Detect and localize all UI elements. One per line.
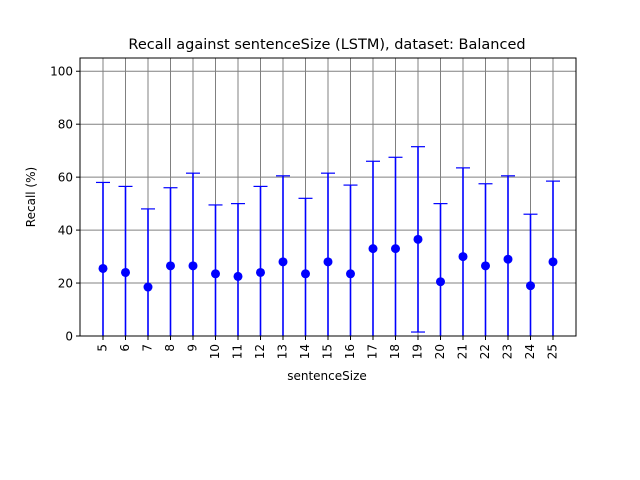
- x-tick-label: 13: [276, 344, 290, 359]
- data-point: [143, 282, 153, 292]
- data-point: [98, 263, 108, 273]
- data-point: [481, 261, 490, 271]
- y-tick-label: 80: [58, 118, 73, 132]
- x-tick-label: 14: [298, 344, 312, 359]
- data-point: [211, 269, 220, 279]
- data-point: [233, 271, 243, 281]
- x-tick-label: 11: [231, 344, 245, 359]
- x-axis-ticks: 5 6 7 8 9 10 11 12 13 14 15 16 17 18 19 20 21 22 23 24 25: [96, 336, 560, 359]
- x-tick-label: 9: [186, 344, 200, 352]
- x-tick-label: 18: [388, 344, 402, 359]
- x-tick-label: 6: [118, 344, 132, 352]
- y-tick-label: 100: [50, 65, 73, 79]
- data-point: [188, 261, 198, 271]
- y-tick-label: 20: [58, 277, 73, 291]
- data-point: [503, 254, 513, 264]
- x-tick-label: 17: [366, 344, 380, 359]
- y-tick-label: 0: [65, 330, 73, 344]
- data-point: [301, 269, 310, 279]
- data-point: [391, 244, 400, 254]
- x-tick-label: 10: [208, 344, 222, 359]
- data-point: [548, 257, 558, 267]
- data-point: [526, 281, 535, 291]
- x-tick-label: 25: [546, 344, 560, 359]
- y-axis-ticks: 0 20 40 60 80 100: [50, 65, 80, 344]
- data-point: [121, 267, 130, 277]
- x-tick-label: 12: [253, 344, 267, 359]
- data-point: [278, 257, 288, 267]
- data-point: [256, 267, 265, 277]
- y-tick-label: 60: [58, 171, 73, 185]
- y-axis-label: Recall (%): [24, 167, 38, 227]
- x-tick-label: 5: [96, 344, 110, 352]
- data-point: [166, 261, 175, 271]
- x-axis-label: sentenceSize: [287, 369, 367, 383]
- data-point: [436, 277, 445, 287]
- x-tick-label: 21: [456, 344, 470, 359]
- x-tick-label: 7: [141, 344, 155, 352]
- x-tick-label: 22: [478, 344, 492, 359]
- data-point: [458, 252, 468, 262]
- x-tick-label: 16: [343, 344, 357, 359]
- data-point: [368, 244, 378, 254]
- data-point: [346, 269, 355, 279]
- x-tick-label: 24: [523, 344, 537, 359]
- data-point: [413, 234, 423, 244]
- data-point: [323, 257, 333, 267]
- y-tick-label: 40: [58, 224, 73, 238]
- chart-title: Recall against sentenceSize (LSTM), data…: [128, 37, 525, 53]
- x-tick-label: 23: [501, 344, 515, 359]
- x-tick-label: 19: [411, 344, 425, 359]
- x-tick-label: 8: [163, 344, 177, 352]
- data-points: [98, 234, 558, 292]
- x-tick-label: 20: [433, 344, 447, 359]
- x-tick-label: 15: [321, 344, 335, 359]
